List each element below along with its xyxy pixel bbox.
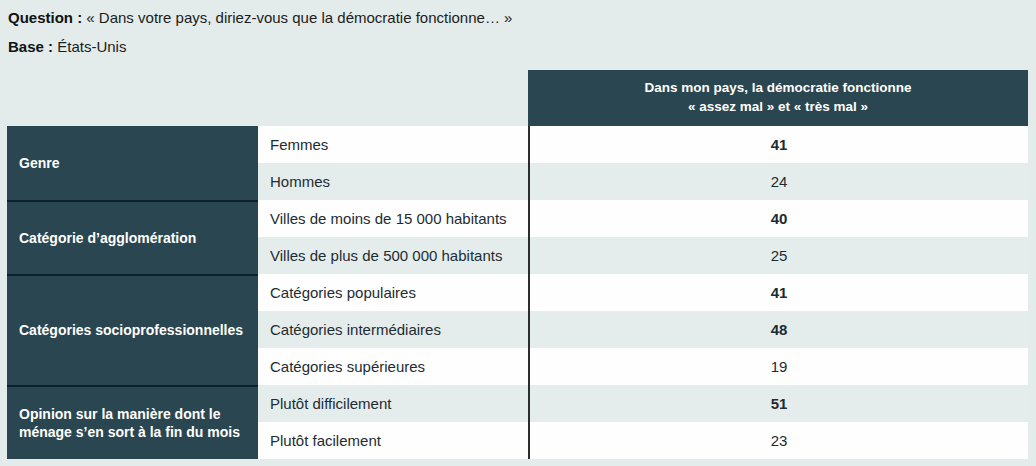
row-label: Villes de moins de 15 000 habitants [258, 200, 528, 237]
row-value: 24 [528, 163, 1028, 200]
question-line: Question : « Dans votre pays, diriez-vou… [8, 6, 512, 30]
row-label: Plutôt facilement [258, 422, 528, 459]
category-cell: Opinion sur la manière dont le ménage s’… [7, 385, 258, 459]
row-value: 23 [528, 422, 1028, 459]
row-label: Villes de plus de 500 000 habitants [258, 237, 528, 274]
question-label: Question : [8, 9, 82, 26]
base-label: Base : [8, 38, 53, 55]
row-label: Catégories supérieures [258, 348, 528, 385]
row-value: 41 [528, 126, 1028, 163]
intro-text: Question : « Dans votre pays, diriez-vou… [8, 6, 512, 64]
row-value: 19 [528, 348, 1028, 385]
value-column-header-line2: « assez mal » et « très mal » [688, 98, 868, 117]
base-line: Base : États-Unis [8, 35, 512, 59]
question-text: « Dans votre pays, diriez-vous que la dé… [86, 9, 512, 26]
row-label: Catégories intermédiaires [258, 311, 528, 348]
row-value: 40 [528, 200, 1028, 237]
value-column-header-line1: Dans mon pays, la démocratie fonctionne [644, 79, 911, 98]
category-cell: Genre [7, 126, 258, 200]
base-text: États-Unis [57, 38, 126, 55]
survey-table-page: Question : « Dans votre pays, diriez-vou… [0, 0, 1036, 466]
category-cell: Catégorie d’agglomération [7, 200, 258, 274]
value-column-header: Dans mon pays, la démocratie fonctionne … [528, 70, 1028, 126]
category-cell: Catégories socioprofessionnelles [7, 274, 258, 385]
row-value: 25 [528, 237, 1028, 274]
row-label: Plutôt difficilement [258, 385, 528, 422]
row-label: Femmes [258, 126, 528, 163]
row-label: Catégories populaires [258, 274, 528, 311]
row-value: 48 [528, 311, 1028, 348]
row-value: 41 [528, 274, 1028, 311]
results-table: GenreFemmes41Hommes24Catégorie d’agglomé… [7, 126, 1028, 459]
row-label: Hommes [258, 163, 528, 200]
row-value: 51 [528, 385, 1028, 422]
